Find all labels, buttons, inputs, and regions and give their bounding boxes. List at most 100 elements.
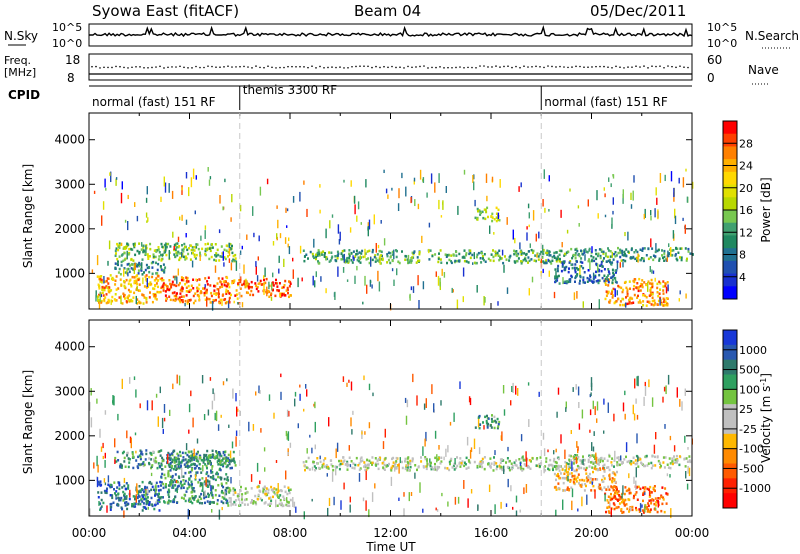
power-cell [176,254,179,257]
power-cell [636,296,639,299]
velocity-cell [507,460,510,463]
velocity-cell [161,468,164,471]
power-cell [664,174,666,182]
power-cell [173,246,175,250]
velocity-cell [121,451,124,455]
power-cell [153,287,156,291]
power-cell [398,188,400,199]
velocity-cell [236,494,239,498]
velocity-cell [146,502,149,505]
velocity-cell [458,462,461,465]
velocity-bar-tick-label: 1000 [739,344,767,357]
velocity-cell [218,494,221,497]
velocity-cell [517,388,519,396]
power-cell [623,250,626,254]
velocity-cell [617,505,620,509]
power-cell [686,257,688,261]
velocity-cell [248,421,250,432]
power-cell [175,294,178,297]
velocity-cell [593,431,595,436]
power-cell [448,253,451,257]
power-cell [126,268,129,271]
power-cell [186,276,189,280]
power-cell [286,288,289,292]
velocity-cell [183,493,186,497]
power-cell [348,259,350,263]
velocity-cell [96,398,98,404]
velocity-cell [662,496,665,499]
power-cell [391,253,394,256]
nave-point [295,65,297,68]
power-cell [622,262,624,268]
velocity-cell [485,421,488,425]
power-cell [457,259,460,262]
power-cell [277,219,279,229]
velocity-cell [483,467,486,471]
power-cell [190,284,193,287]
velocity-cell [193,458,196,461]
power-cell [142,246,145,249]
power-cell [498,219,501,222]
power-cell [239,204,242,212]
power-cell [439,277,441,287]
power-cell [118,246,121,250]
velocity-cell [282,504,285,507]
velocity-cell [653,488,656,492]
power-cell [599,254,602,258]
velocity-cell [406,399,409,408]
power-cell [244,285,247,289]
velocity-cell [214,412,216,421]
power-cell [385,188,388,194]
velocity-cell [608,488,611,491]
power-cell [350,259,353,262]
velocity-cell [169,469,172,472]
velocity-cell [599,459,602,462]
power-cell [600,269,603,273]
velocity-cell [557,387,560,395]
power-cell [123,258,126,261]
velocity-cell [477,504,479,511]
power-cell [414,199,416,207]
power-cell [198,283,201,287]
power-cell [493,218,496,221]
power-cell [483,296,485,306]
power-cell [116,257,119,261]
velocity-cell [479,465,481,468]
power-cell [656,303,659,306]
velocity-cell [245,490,248,494]
power-cell [351,261,354,264]
power-cell [532,210,535,221]
power-cell [663,249,666,253]
nave-point [515,65,517,68]
x-tick-label: 16:00 [474,526,509,540]
velocity-cell [650,502,653,505]
power-cell [206,283,209,286]
velocity-cell [613,507,616,511]
velocity-cell [135,450,137,454]
velocity-cell [171,476,174,479]
power-cell [612,287,615,291]
velocity-bar-swatch [723,433,737,450]
velocity-cell [435,468,438,472]
velocity-cell [664,424,666,429]
velocity-cell [581,478,584,482]
velocity-cell [675,461,678,464]
velocity-cell [142,502,145,505]
velocity-cell [316,457,319,460]
power-cell [162,279,165,282]
velocity-cell [479,460,482,464]
power-bar-tick-label: 20 [739,182,753,195]
power-cell [160,268,163,271]
velocity-cell [223,477,226,481]
velocity-cell [569,463,572,466]
power-cell [498,258,501,262]
velocity-cell [243,498,246,502]
power-cell [103,276,105,284]
power-cell [158,255,161,258]
power-cell [374,260,377,263]
power-cell [639,258,642,262]
velocity-cell [577,456,580,459]
power-cell [185,290,188,293]
velocity-cell [99,502,102,505]
velocity-cell [176,485,179,488]
